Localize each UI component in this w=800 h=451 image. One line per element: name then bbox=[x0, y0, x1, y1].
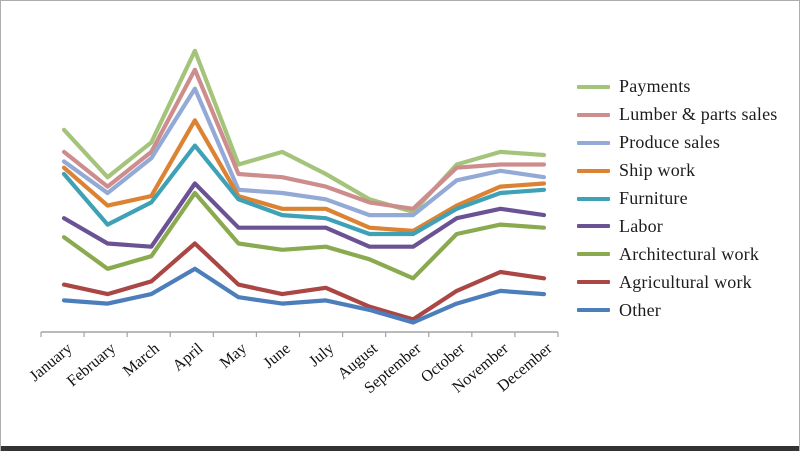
x-tick-label-february: February bbox=[64, 340, 119, 390]
legend-label-architectural-work: Architectural work bbox=[619, 243, 760, 264]
legend-item-other: Other bbox=[577, 296, 777, 324]
bottom-border bbox=[1, 446, 799, 451]
legend-swatch-labor bbox=[577, 224, 610, 229]
legend-label-produce-sales: Produce sales bbox=[619, 132, 721, 153]
legend-swatch-furniture bbox=[577, 196, 610, 201]
series-line-architectural-work bbox=[61, 190, 547, 281]
legend-label-labor: Labor bbox=[619, 215, 663, 236]
legend-swatch-other bbox=[577, 308, 610, 313]
legend-label-payments: Payments bbox=[619, 76, 691, 97]
legend-item-architectural-work: Architectural work bbox=[577, 240, 777, 268]
legend-item-lumber-parts-sales: Lumber & parts sales bbox=[577, 101, 777, 129]
x-tick-label-july: July bbox=[306, 340, 337, 370]
legend-item-furniture: Furniture bbox=[577, 185, 777, 213]
legend-swatch-ship-work bbox=[577, 168, 610, 173]
legend-label-other: Other bbox=[619, 299, 661, 320]
series-line-agricultural-work bbox=[61, 241, 547, 322]
series-line-lumber-parts-sales bbox=[61, 67, 547, 211]
legend-label-agricultural-work: Agricultural work bbox=[619, 271, 752, 292]
series-line-ship-work bbox=[61, 118, 547, 233]
legend-label-lumber-parts-sales: Lumber & parts sales bbox=[619, 104, 778, 125]
x-tick-label-june: June bbox=[260, 340, 293, 372]
x-tick-label-may: May bbox=[217, 340, 250, 372]
legend-label-furniture: Furniture bbox=[619, 188, 688, 208]
legend-label-ship-work: Ship work bbox=[619, 160, 696, 181]
series-line-labor bbox=[61, 181, 547, 249]
legend-item-labor: Labor bbox=[577, 212, 777, 240]
x-tick-label-april: April bbox=[170, 340, 207, 375]
legend-swatch-architectural-work bbox=[577, 252, 610, 257]
legend-swatch-produce-sales bbox=[577, 140, 610, 145]
x-tick-label-march: March bbox=[120, 340, 163, 380]
chart-legend: Payments Lumber & parts sales Produce sale… bbox=[577, 73, 777, 324]
legend-item-produce-sales: Produce sales bbox=[577, 129, 777, 157]
legend-item-payments: Payments bbox=[577, 73, 777, 101]
series-line-other bbox=[61, 266, 547, 325]
series-line-furniture bbox=[61, 143, 547, 237]
legend-item-ship-work: Ship work bbox=[577, 157, 777, 185]
legend-item-agricultural-work: Agricultural work bbox=[577, 268, 777, 296]
series-line-payments bbox=[61, 48, 547, 214]
legend-swatch-agricultural-work bbox=[577, 280, 610, 285]
legend-swatch-payments bbox=[577, 84, 610, 89]
legend-swatch-lumber-parts-sales bbox=[577, 112, 610, 117]
series-line-produce-sales bbox=[61, 86, 547, 218]
